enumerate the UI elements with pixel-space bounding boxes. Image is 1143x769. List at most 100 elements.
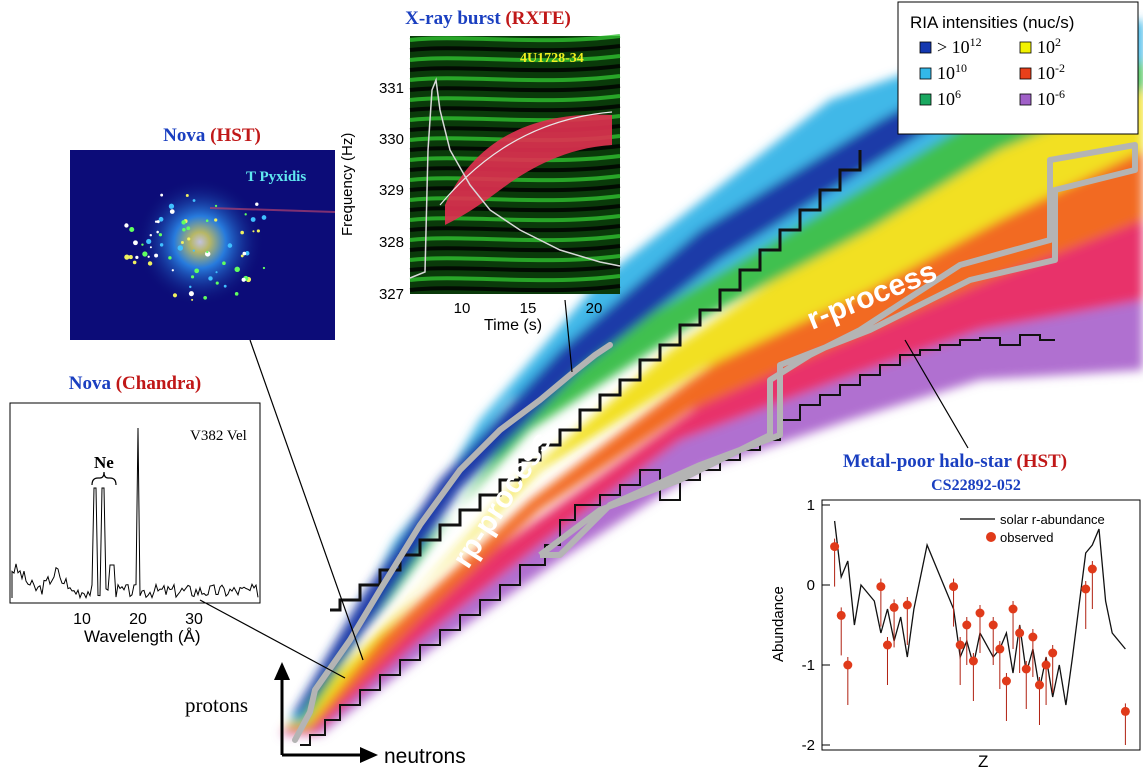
halo-pointer xyxy=(904,339,969,449)
observed-point xyxy=(830,542,840,552)
xray-white-curve xyxy=(439,111,613,206)
xray-stripe xyxy=(409,84,621,93)
nova-speck xyxy=(194,268,200,274)
xray-stripe xyxy=(409,204,621,213)
nova-speck xyxy=(242,251,247,256)
nova-speck xyxy=(168,256,172,260)
nova-chandra-x-tick: 20 xyxy=(129,611,147,628)
nova-speck xyxy=(206,250,209,254)
neutrons-label: neutrons xyxy=(384,745,466,768)
nova-speck xyxy=(142,251,148,257)
halo-plot xyxy=(830,520,1130,745)
nova-speck xyxy=(192,249,195,252)
halo-y-tick: 1 xyxy=(807,497,815,514)
xray-stripe xyxy=(409,244,621,253)
halo-ticks: 1 0 -1 -2 xyxy=(802,497,830,754)
xray-lightcurve xyxy=(409,77,621,279)
nova-chandra-pointer xyxy=(199,599,346,679)
xray-burst-panel: X-ray burst (RXTE) 4U1728-34 331 330 329 32… xyxy=(339,8,621,373)
nova-speck xyxy=(256,229,260,233)
nova-speck xyxy=(191,298,194,301)
xray-stripe xyxy=(409,224,621,233)
legend-title: RIA intensities (nuc/s) xyxy=(910,13,1074,32)
nova-speck xyxy=(262,266,266,270)
xray-ylabel: Frequency (Hz) xyxy=(339,133,356,236)
nova-chandra-panel: Nova (Chandra) Ne V382 Vel 10 20 30 Wavele… xyxy=(9,373,346,679)
ne-brace xyxy=(91,471,117,486)
xray-stripe xyxy=(409,34,621,43)
nova-speck xyxy=(172,293,178,298)
halo-y-tick: -1 xyxy=(802,657,815,674)
nova-speck xyxy=(208,276,213,281)
xray-x-tick: 20 xyxy=(586,300,603,317)
nova-speck xyxy=(244,213,247,216)
ria-legend: RIA intensities (nuc/s) > 1012 102 1010 10-… xyxy=(897,1,1139,135)
xray-stripe xyxy=(409,94,621,103)
nova-chandra-spectrum xyxy=(11,427,259,600)
observed-point xyxy=(962,620,972,630)
nova-speck xyxy=(234,292,239,296)
legend-item-label: 10-2 xyxy=(1037,61,1065,83)
nova-speck xyxy=(203,295,208,300)
nova-speck xyxy=(214,218,218,222)
legend-swatch xyxy=(919,67,932,80)
legend-swatch xyxy=(919,41,932,54)
nova-speck xyxy=(169,209,175,214)
nova-speck xyxy=(154,253,159,258)
observed-point xyxy=(968,656,978,666)
xray-stripe xyxy=(409,234,621,243)
protons-label: protons xyxy=(185,693,248,717)
nova-speck xyxy=(222,261,226,266)
xray-x-tick: 15 xyxy=(520,300,537,317)
nova-speck xyxy=(147,261,153,266)
band-orange xyxy=(284,110,1143,730)
nova-chandra-object-label: V382 Vel xyxy=(190,428,247,444)
nova-hst-streak xyxy=(209,207,336,213)
xray-y-ticks: 331 330 329 328 327 xyxy=(379,80,404,303)
nova-speck xyxy=(250,217,256,222)
nova-speck xyxy=(171,269,174,272)
xray-xlabel: Time (s) xyxy=(484,317,542,334)
nova-speck xyxy=(141,243,144,246)
xray-pointer xyxy=(564,299,573,373)
nova-speck xyxy=(180,241,184,245)
xray-stripes xyxy=(409,34,621,293)
nova-hst-title: Nova (HST) xyxy=(163,125,261,146)
observed-point xyxy=(955,640,965,650)
observed-point xyxy=(1041,660,1051,670)
xray-y-tick: 330 xyxy=(379,131,404,148)
nova-speck xyxy=(245,251,250,256)
xray-stripe xyxy=(409,194,621,203)
halo-xlabel: Z xyxy=(978,752,988,769)
halo-legend-dot-swatch xyxy=(986,532,996,542)
legend-swatch xyxy=(1019,93,1032,106)
r-process-path xyxy=(538,142,1138,558)
observed-point xyxy=(949,582,959,592)
nova-specks xyxy=(124,193,267,301)
xray-y-tick: 327 xyxy=(379,286,404,303)
nova-chandra-xlabel: Wavelength (Å) xyxy=(84,627,201,646)
nova-speck xyxy=(234,266,240,273)
nova-speck xyxy=(205,219,209,223)
nova-speck xyxy=(135,255,139,259)
nova-speck xyxy=(189,285,192,289)
xray-stripe xyxy=(409,44,621,53)
xray-stripe xyxy=(409,184,621,193)
nova-speck xyxy=(177,245,184,251)
nova-speck xyxy=(158,233,163,237)
halo-plot-frame xyxy=(821,499,1141,751)
observed-point xyxy=(1081,584,1091,594)
nova-chandra-x-tick: 30 xyxy=(185,611,203,628)
legend-swatch xyxy=(919,93,932,106)
legend-item-label: 102 xyxy=(1037,35,1061,57)
nova-speck xyxy=(124,223,129,228)
nova-speck xyxy=(128,255,133,260)
nova-speck xyxy=(261,215,267,220)
legend-item-label: 1010 xyxy=(937,61,967,83)
nova-speck xyxy=(215,271,218,274)
nova-hst-pointer xyxy=(249,339,364,661)
nova-speck xyxy=(158,216,164,222)
legend-items: > 1012 102 1010 10-2 106 10-6 xyxy=(919,35,1065,109)
nova-speck xyxy=(146,238,152,245)
